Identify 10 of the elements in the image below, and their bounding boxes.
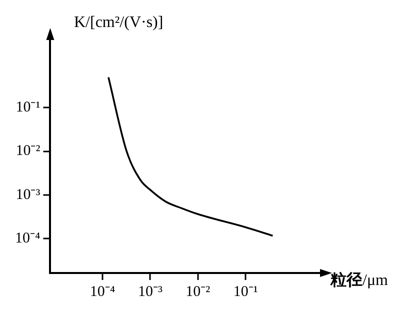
y-tick-label: 10⁻⁴ xyxy=(14,230,40,246)
y-tick-label: 10⁻¹ xyxy=(16,100,40,116)
y-tick-label: 10⁻² xyxy=(16,143,41,160)
y-tick-label: 10⁻³ xyxy=(16,186,41,203)
x-axis-title: 粒径/μm xyxy=(330,270,388,291)
y-axis-title: K/[cm²/(V·s)] xyxy=(74,14,164,32)
x-tick-label: 10⁻² xyxy=(186,284,211,300)
x-tick-label: 10⁻¹ xyxy=(233,284,258,300)
x-tick-label: 10⁻³ xyxy=(138,284,163,300)
x-tick-label: 10⁻⁴ xyxy=(90,284,116,300)
